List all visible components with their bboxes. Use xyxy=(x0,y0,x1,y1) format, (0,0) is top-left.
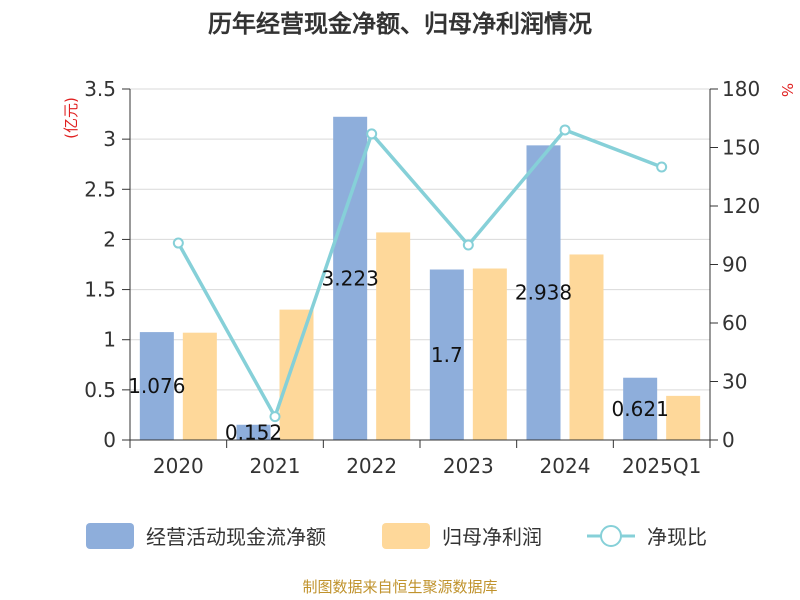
bars xyxy=(139,116,701,440)
right-tick-label: 150 xyxy=(722,136,760,160)
left-tick-label: 3 xyxy=(103,127,116,151)
bar-cashflow xyxy=(623,377,658,440)
x-tick-label: 2023 xyxy=(443,454,494,478)
legend: 经营活动现金流净额 归母净利润 净现比 xyxy=(86,523,707,549)
legend-swatch xyxy=(86,523,134,549)
ratio-point xyxy=(462,239,474,251)
bar-profit xyxy=(182,332,217,440)
grid-lines xyxy=(130,88,710,391)
left-tick-label: 2.5 xyxy=(84,177,116,201)
bar-profit xyxy=(472,268,507,440)
left-tick-label: 0 xyxy=(103,428,116,452)
ratio-polyline xyxy=(176,127,663,421)
right-tick-label: 30 xyxy=(722,370,747,394)
x-tick-label: 2025Q1 xyxy=(622,454,701,478)
bar-value-label: 0.152 xyxy=(225,420,282,444)
ratio-point xyxy=(366,128,378,140)
legend-label: 归母净利润 xyxy=(442,525,542,549)
axes: 0 0.5 1 1.5 2 2.5 3 3.5 0 30 60 90 120 150 180 2020 2021… xyxy=(84,77,760,478)
bar-profit xyxy=(666,395,701,440)
ratio-point xyxy=(269,411,281,423)
legend-label: 经营活动现金流净额 xyxy=(146,525,326,549)
legend-swatch xyxy=(382,523,430,549)
x-tick-label: 2022 xyxy=(346,454,397,478)
ratio-point xyxy=(559,124,571,136)
right-tick-label: 180 xyxy=(722,77,760,101)
bar-value-label: 1.7 xyxy=(431,343,463,367)
bar-cashflow xyxy=(139,332,174,440)
bar-value-label: 3.223 xyxy=(322,266,379,290)
bar-cashflow xyxy=(236,424,271,440)
left-tick-label: 1 xyxy=(103,328,116,352)
chart-title: 历年经营现金净额、归母净利润情况 xyxy=(208,10,592,38)
source-note: 制图数据来自恒生聚源数据库 xyxy=(302,578,497,596)
legend-label: 净现比 xyxy=(647,525,707,549)
left-tick-label: 1.5 xyxy=(84,278,116,302)
x-tick-label: 2024 xyxy=(540,454,591,478)
bar-profit xyxy=(376,232,411,440)
right-axis-unit: % xyxy=(778,83,796,97)
right-tick-label: 0 xyxy=(722,428,735,452)
right-tick-label: 120 xyxy=(722,194,760,218)
ratio-point xyxy=(656,161,668,173)
bar-cashflow xyxy=(333,116,368,440)
right-tick-label: 90 xyxy=(722,253,747,277)
data-labels: 1.076 0.152 3.223 1.7 2.938 0.621 xyxy=(128,266,669,444)
bar-value-label: 0.621 xyxy=(612,397,669,421)
left-tick-label: 2 xyxy=(103,227,116,251)
x-tick-label: 2020 xyxy=(153,454,204,478)
left-tick-label: 3.5 xyxy=(84,77,116,101)
legend-marker xyxy=(600,525,622,547)
right-tick-label: 60 xyxy=(722,311,747,335)
bar-profit xyxy=(279,309,314,440)
left-axis-unit: (亿元) xyxy=(62,97,80,139)
bar-value-label: 2.938 xyxy=(515,281,572,305)
bar-profit xyxy=(569,254,604,440)
bar-cashflow xyxy=(429,269,464,440)
bar-value-label: 1.076 xyxy=(128,374,185,398)
ratio-point xyxy=(172,237,184,249)
left-tick-label: 0.5 xyxy=(84,378,116,402)
bar-cashflow xyxy=(526,145,561,440)
ratio-line xyxy=(172,124,668,423)
x-tick-label: 2021 xyxy=(250,454,301,478)
